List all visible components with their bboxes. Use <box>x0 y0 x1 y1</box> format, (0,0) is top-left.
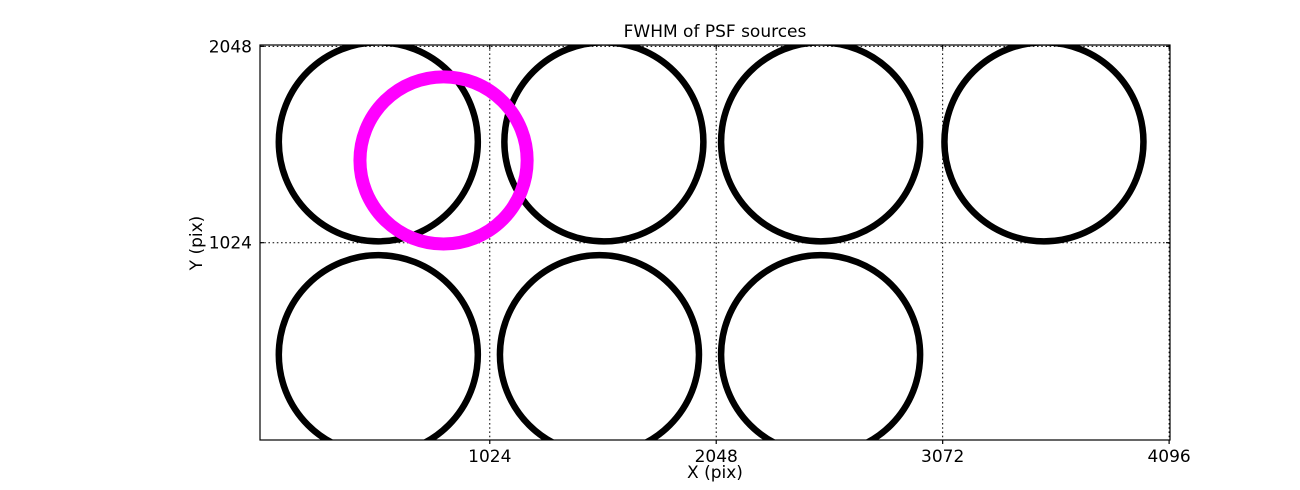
x-tick-label: 2048 <box>695 447 738 467</box>
psf-source-circle <box>275 45 482 245</box>
tick-marks <box>260 45 1170 444</box>
chart-title: FWHM of PSF sources <box>624 22 807 42</box>
y-tick-labels: 1024 2048 <box>209 37 252 253</box>
psf-source-circle <box>275 251 482 440</box>
psf-source-circle <box>941 45 1147 245</box>
psf-source-circle <box>501 45 707 245</box>
y-tick-label: 2048 <box>209 37 252 57</box>
x-axis-title: X (pix) <box>687 463 743 483</box>
x-tick-label: 1024 <box>468 447 511 467</box>
psf-source-circle-flagged <box>353 70 534 251</box>
y-tick-label: 1024 <box>209 234 252 254</box>
y-axis-title: Y (pix) <box>187 216 207 272</box>
x-tick-labels: 1024 2048 3072 4096 <box>468 447 1191 467</box>
x-tick-label: 4096 <box>1147 447 1190 467</box>
psf-source-circle <box>717 251 924 440</box>
data-series-layer <box>275 45 1147 440</box>
psf-source-circle <box>496 251 703 440</box>
x-tick-label: 3072 <box>921 447 964 467</box>
psf-source-circle <box>717 45 924 245</box>
